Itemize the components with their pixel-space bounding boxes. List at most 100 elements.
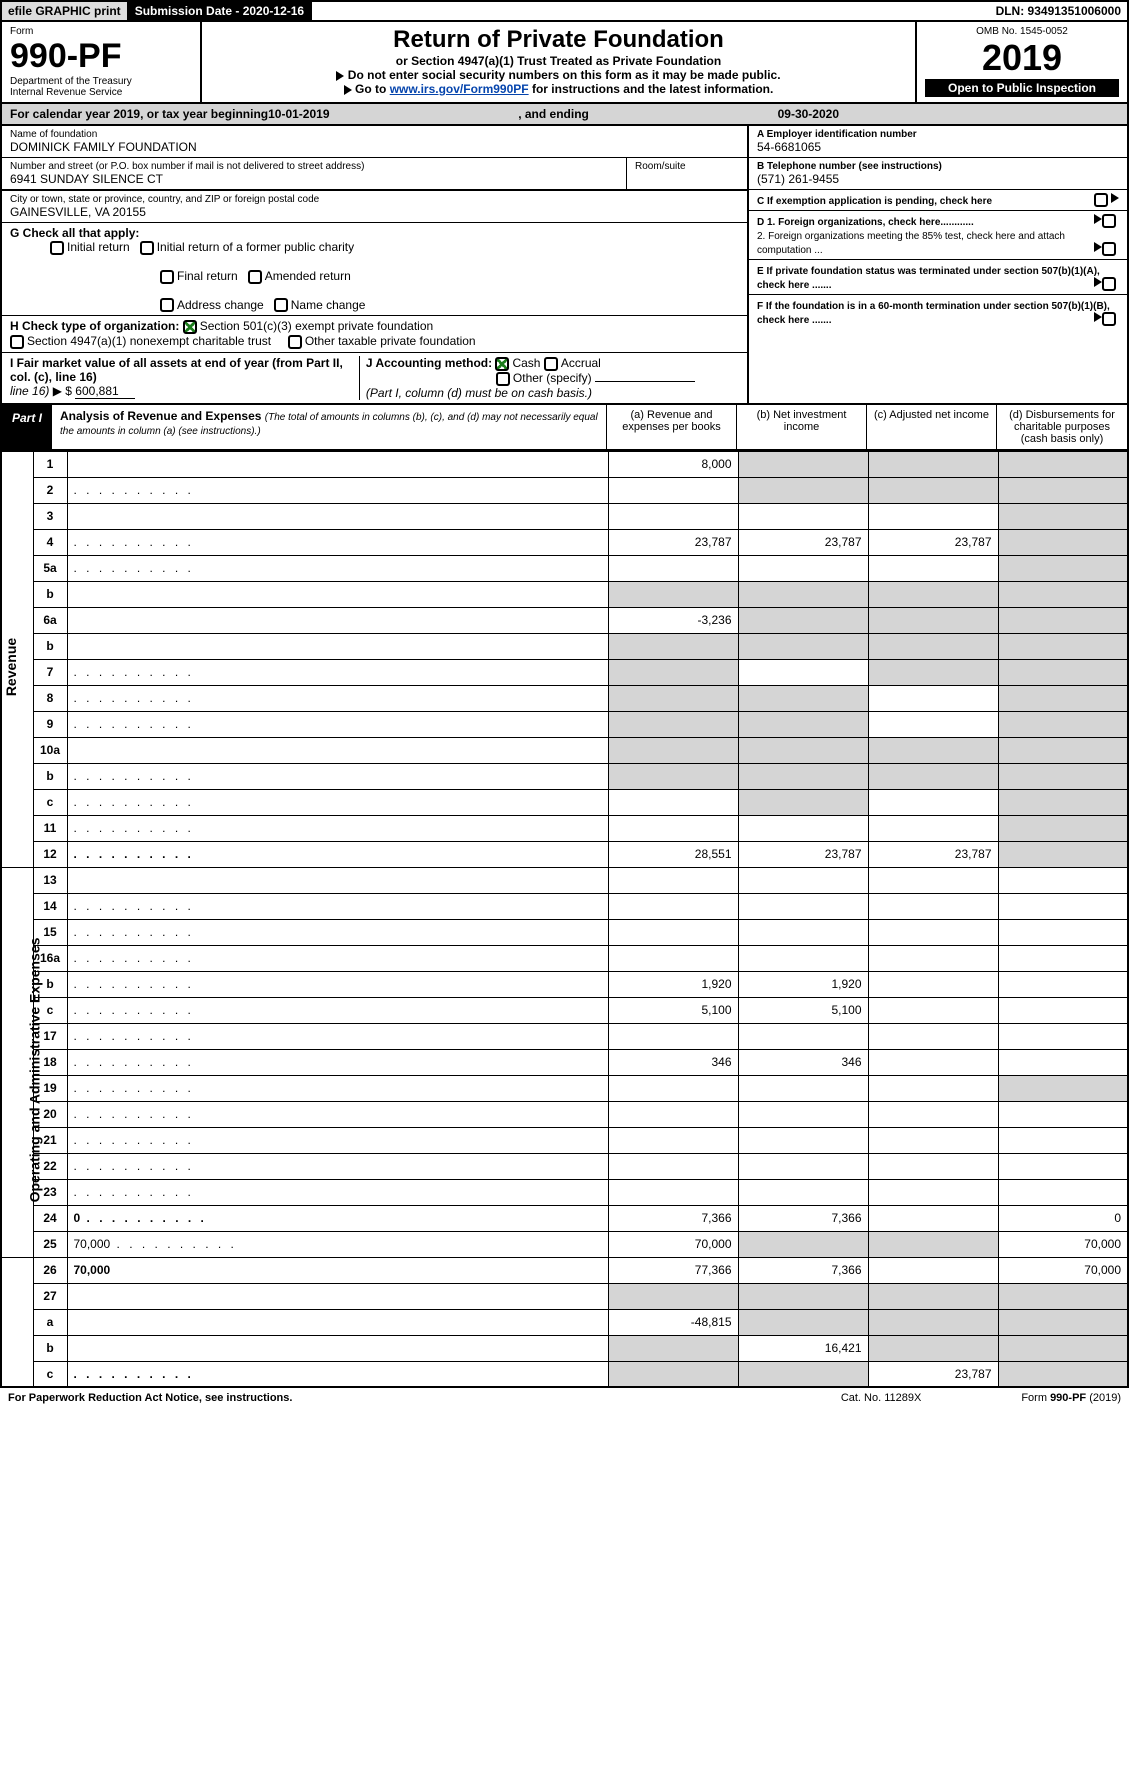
row-description [67, 919, 608, 945]
row-col-b [738, 503, 868, 529]
row-description [67, 607, 608, 633]
row-col-c [868, 581, 998, 607]
row-description: 0 [67, 1205, 608, 1231]
checkbox-501c3[interactable] [183, 320, 197, 334]
row-col-c [868, 971, 998, 997]
row-col-b [738, 1101, 868, 1127]
col-d-header: (d) Disbursements for charitable purpose… [997, 405, 1127, 449]
h-label: H Check type of organization: [10, 319, 179, 333]
row-col-b [738, 607, 868, 633]
name-label: Name of foundation [10, 129, 739, 140]
checkbox-address[interactable] [160, 298, 174, 312]
row-col-a [608, 789, 738, 815]
row-col-a [608, 1127, 738, 1153]
row-col-b [738, 1361, 868, 1387]
ck-initial-former-label: Initial return of a former public charit… [157, 240, 354, 254]
row-col-a [608, 1153, 738, 1179]
table-row: 423,78723,78723,787 [1, 529, 1128, 555]
table-row: 27 [1, 1283, 1128, 1309]
irs-link[interactable]: www.irs.gov/Form990PF [390, 82, 529, 96]
row-number: 1 [33, 451, 67, 477]
part-i-table: Revenue18,00023423,78723,78723,7875ab6a-… [0, 451, 1129, 1389]
row-col-d [998, 737, 1128, 763]
ein-value: 54-6681065 [757, 140, 1119, 154]
year-block: OMB No. 1545-0052 2019 Open to Public In… [917, 22, 1127, 102]
table-row: 9 [1, 711, 1128, 737]
row-col-a: 77,366 [608, 1257, 738, 1283]
row-col-b: 16,421 [738, 1335, 868, 1361]
checkbox-d2[interactable] [1102, 242, 1116, 256]
row-col-a [608, 867, 738, 893]
checkbox-other-acct[interactable] [496, 372, 510, 386]
d1-label: D 1. Foreign organizations, check here..… [757, 217, 974, 228]
table-row: 22 [1, 1153, 1128, 1179]
row-description: 70,000 [67, 1257, 608, 1283]
irs-label: Internal Revenue Service [10, 87, 192, 98]
row-col-c [868, 1283, 998, 1309]
row-col-b: 1,920 [738, 971, 868, 997]
row-col-b: 346 [738, 1049, 868, 1075]
row-col-b [738, 451, 868, 477]
row-number: 5a [33, 555, 67, 581]
row-number: 27 [33, 1283, 67, 1309]
blank-sidelabel [1, 1257, 33, 1387]
row-col-c [868, 945, 998, 971]
row-col-b: 7,366 [738, 1257, 868, 1283]
row-col-d [998, 477, 1128, 503]
table-row: c23,787 [1, 1361, 1128, 1387]
row-col-d [998, 1361, 1128, 1387]
checkbox-amended[interactable] [248, 270, 262, 284]
row-description [67, 529, 608, 555]
checkbox-accrual[interactable] [544, 357, 558, 371]
table-row: 3 [1, 503, 1128, 529]
table-row: 20 [1, 1101, 1128, 1127]
row-col-a [608, 503, 738, 529]
row-col-a [608, 477, 738, 503]
checkbox-e[interactable] [1102, 277, 1116, 291]
dln: DLN: 93491351006000 [990, 2, 1127, 20]
row-description [67, 633, 608, 659]
row-col-d [998, 867, 1128, 893]
row-col-c [868, 451, 998, 477]
ck-other-tax-label: Other taxable private foundation [305, 334, 476, 348]
row-col-b: 23,787 [738, 841, 868, 867]
row-description [67, 1153, 608, 1179]
checkbox-final[interactable] [160, 270, 174, 284]
row-description [67, 763, 608, 789]
checkbox-cash[interactable] [495, 357, 509, 371]
row-number: 7 [33, 659, 67, 685]
row-col-c [868, 633, 998, 659]
row-number: 2 [33, 477, 67, 503]
checkbox-c[interactable] [1094, 193, 1108, 207]
row-description [67, 1179, 608, 1205]
ck-501c3-label: Section 501(c)(3) exempt private foundat… [200, 319, 433, 333]
checkbox-4947[interactable] [10, 335, 24, 349]
checkbox-d1[interactable] [1102, 214, 1116, 228]
row-description [67, 477, 608, 503]
row-col-d [998, 1179, 1128, 1205]
ck-amended-label: Amended return [265, 269, 351, 283]
arrow-icon [1094, 312, 1102, 322]
efile-print-button[interactable]: efile GRAPHIC print [2, 2, 129, 20]
checkbox-f[interactable] [1102, 312, 1116, 326]
row-number: 12 [33, 841, 67, 867]
row-col-d [998, 555, 1128, 581]
checkbox-initial[interactable] [50, 241, 64, 255]
d2-label: 2. Foreign organizations meeting the 85%… [757, 231, 1065, 256]
arrow-icon [1094, 277, 1102, 287]
row-col-c [868, 919, 998, 945]
checkbox-initial-former[interactable] [140, 241, 154, 255]
checkbox-other-tax[interactable] [288, 335, 302, 349]
row-col-b [738, 633, 868, 659]
row-col-c [868, 477, 998, 503]
row-col-b [738, 1127, 868, 1153]
row-description [67, 1309, 608, 1335]
row-col-d [998, 1309, 1128, 1335]
row-col-c [868, 763, 998, 789]
row-col-d [998, 1023, 1128, 1049]
row-col-b [738, 919, 868, 945]
row-description [67, 971, 608, 997]
row-col-a: 23,787 [608, 529, 738, 555]
checkbox-name[interactable] [274, 298, 288, 312]
row-description [67, 711, 608, 737]
